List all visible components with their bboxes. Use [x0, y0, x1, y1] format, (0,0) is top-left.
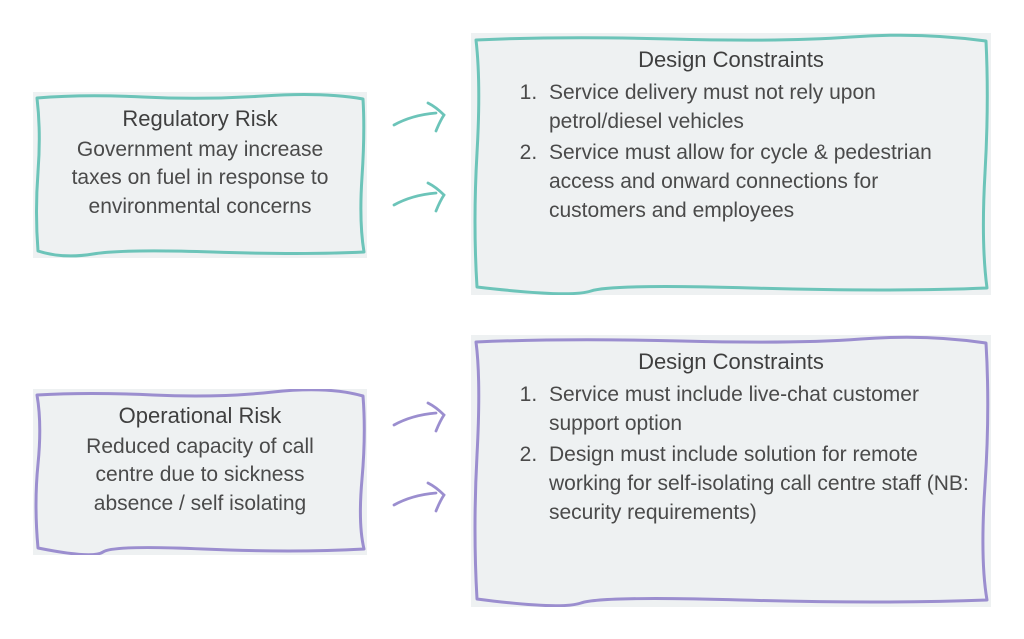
operational-risk-title: Operational Risk	[55, 403, 345, 429]
regulatory-risk-body: Government may increase taxes on fuel in…	[55, 136, 345, 221]
constraint-item: Service must allow for cycle & pedestria…	[543, 139, 969, 226]
regulatory-risk-box: Regulatory Risk Government may increase …	[33, 92, 367, 258]
design-constraints-bottom-title: Design Constraints	[493, 349, 969, 375]
constraint-item: Design must include solution for remote …	[543, 441, 969, 528]
design-constraints-bottom-list: Service must include live-chat customer …	[493, 381, 969, 528]
constraint-item: Service delivery must not rely upon petr…	[543, 79, 969, 137]
arrow-icon	[390, 397, 458, 445]
design-constraints-top-box: Design Constraints Service delivery must…	[471, 33, 991, 295]
design-constraints-top-title: Design Constraints	[493, 47, 969, 73]
design-constraints-top-list: Service delivery must not rely upon petr…	[493, 79, 969, 226]
arrow-icon	[390, 177, 458, 225]
operational-risk-body: Reduced capacity of call centre due to s…	[55, 433, 345, 518]
constraint-item: Service must include live-chat customer …	[543, 381, 969, 439]
regulatory-risk-title: Regulatory Risk	[55, 106, 345, 132]
design-constraints-bottom-box: Design Constraints Service must include …	[471, 335, 991, 607]
operational-risk-box: Operational Risk Reduced capacity of cal…	[33, 389, 367, 555]
arrow-icon	[390, 477, 458, 525]
arrow-icon	[390, 97, 458, 145]
